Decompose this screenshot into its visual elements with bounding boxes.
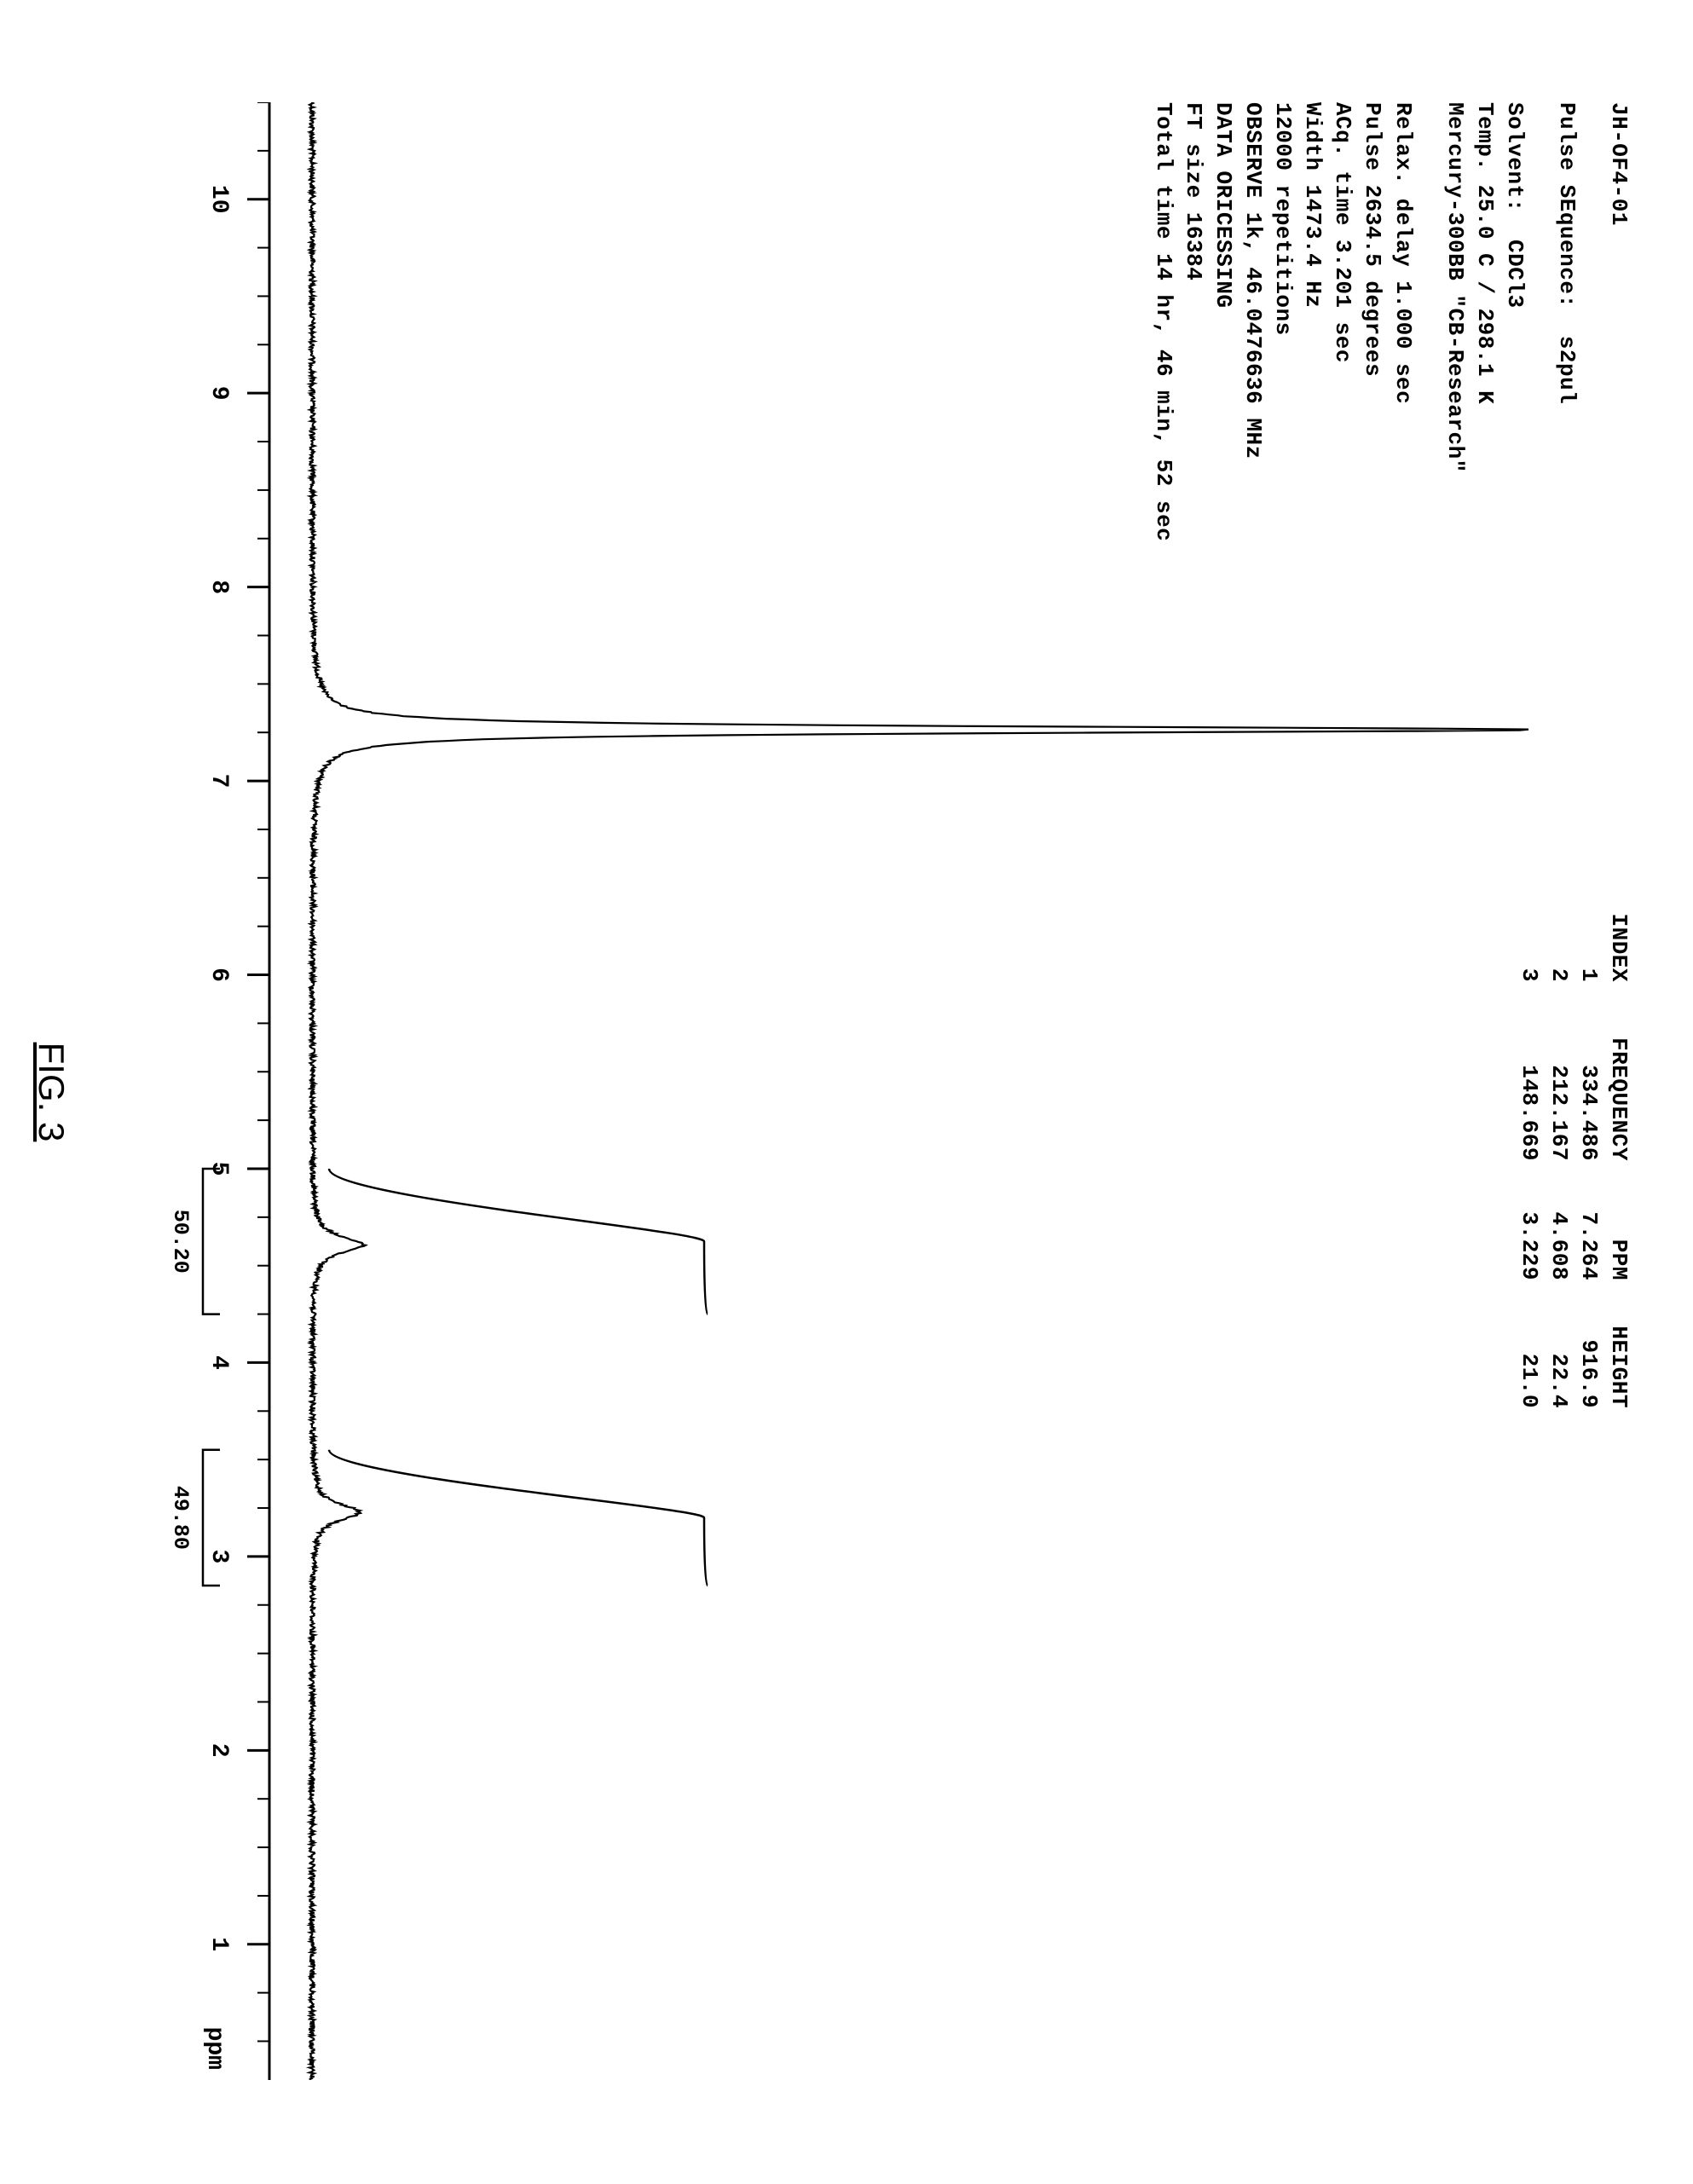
- axis-tick-label: 6: [205, 968, 232, 982]
- axis-tick-label: 2: [205, 1743, 232, 1758]
- integral-curve: [329, 1169, 708, 1314]
- rotated-page: JH-OF4-01 Pulse SEquence: s2pul Solvent:…: [0, 0, 1693, 2184]
- axis-labels: 10 9 8 7 6 5 4 3 2 1: [198, 102, 232, 2080]
- axis-tick-label: 5: [205, 1162, 232, 1176]
- nmr-spectrum: 10 9 8 7 6 5 4 3 2 1 ppm 50.20 49.80: [167, 102, 1616, 2080]
- integral-curve: [329, 1450, 708, 1586]
- integral-value: 49.80: [168, 1486, 193, 1550]
- axis-tick-label: 8: [205, 580, 232, 594]
- axis-tick-label: 10: [205, 185, 232, 214]
- axis-tick-label: 9: [205, 386, 232, 401]
- spectrum-svg: [167, 102, 1616, 2080]
- spectrum-trace: [309, 102, 1528, 2080]
- figure-caption: FIG. 3: [31, 1043, 72, 1142]
- axis-tick-label: 7: [205, 774, 232, 789]
- axis-tick-label: 3: [205, 1549, 232, 1563]
- axis-tick-label: 1: [205, 1937, 232, 1951]
- axis-tick-label: 4: [205, 1355, 232, 1370]
- integral-labels: 50.20 49.80: [159, 102, 193, 2080]
- axis-unit-label: ppm: [201, 2027, 228, 2070]
- integral-value: 50.20: [168, 1210, 193, 1274]
